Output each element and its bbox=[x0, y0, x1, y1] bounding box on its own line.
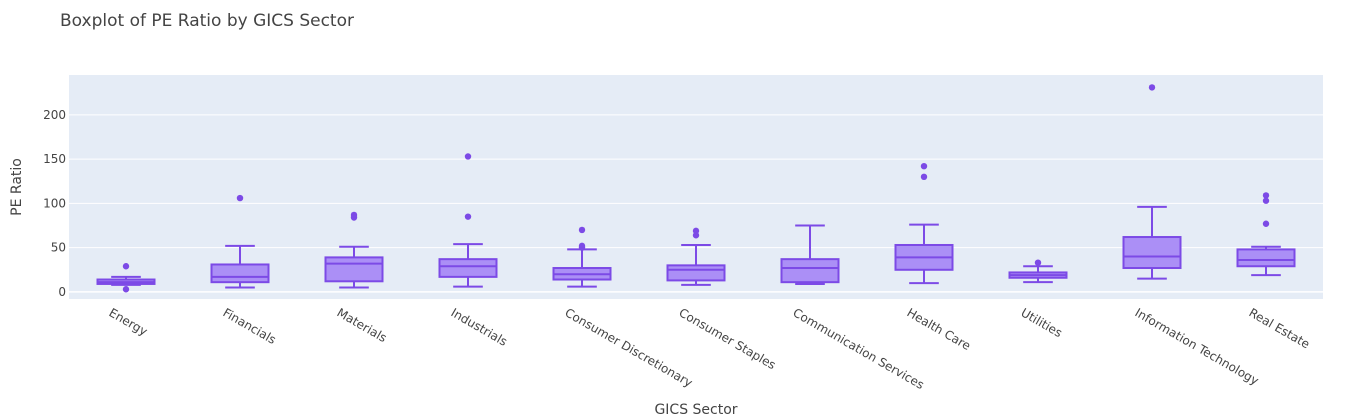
x-tick-label: Health Care bbox=[905, 305, 974, 353]
outlier-point bbox=[692, 227, 700, 235]
box-financials bbox=[210, 194, 270, 289]
y-tick-label: 50 bbox=[51, 241, 66, 255]
y-tick-label: 100 bbox=[43, 196, 66, 210]
y-axis-title: PE Ratio bbox=[9, 158, 25, 216]
box-iqr bbox=[1236, 248, 1296, 268]
outlier-point bbox=[236, 194, 244, 202]
box-consumer-discretionary bbox=[552, 226, 612, 288]
box-iqr bbox=[324, 256, 384, 283]
box-energy bbox=[96, 263, 156, 293]
box-consumer-staples bbox=[666, 227, 726, 286]
outlier-point bbox=[1148, 84, 1156, 91]
x-tick-label: Materials bbox=[335, 305, 390, 345]
box-health-care bbox=[894, 162, 954, 285]
x-tick-label: Information Technology bbox=[1133, 305, 1262, 387]
outlier-point bbox=[1034, 259, 1042, 266]
box-industrials bbox=[438, 153, 498, 288]
box-materials bbox=[324, 211, 384, 289]
outlier-point bbox=[692, 232, 700, 239]
outlier-point bbox=[350, 214, 358, 221]
outlier-point bbox=[1262, 192, 1270, 199]
y-tick-label: 200 bbox=[43, 108, 66, 122]
x-tick-label: Consumer Discretionary bbox=[563, 305, 695, 390]
box-iqr bbox=[210, 263, 270, 284]
outlier-point bbox=[920, 162, 928, 170]
x-axis-title: GICS Sector bbox=[654, 402, 737, 418]
x-tick-label: Utilities bbox=[1019, 305, 1065, 340]
box-real-estate bbox=[1236, 192, 1296, 277]
outlier-point bbox=[1262, 197, 1270, 204]
outlier-point bbox=[578, 244, 586, 251]
x-tick-label: Financials bbox=[221, 305, 279, 347]
box-utilities bbox=[1008, 259, 1068, 284]
outlier-point bbox=[122, 286, 130, 293]
outlier-point bbox=[122, 263, 130, 270]
x-tick-label: Consumer Staples bbox=[677, 305, 779, 372]
chart-title: Boxplot of PE Ratio by GICS Sector bbox=[60, 11, 354, 31]
outlier-point bbox=[464, 153, 472, 160]
x-tick-label: Industrials bbox=[449, 305, 510, 348]
outlier-point bbox=[1262, 220, 1270, 227]
x-tick-label: Real Estate bbox=[1247, 305, 1313, 351]
box-communication-services bbox=[780, 224, 840, 285]
outlier-point bbox=[578, 226, 586, 234]
outlier-point bbox=[464, 213, 472, 220]
x-tick-label: Energy bbox=[107, 305, 150, 338]
box-iqr bbox=[666, 264, 726, 282]
box-iqr bbox=[780, 258, 840, 284]
y-tick-label: 0 bbox=[58, 285, 66, 299]
box-information-technology bbox=[1122, 84, 1182, 280]
box-iqr bbox=[438, 258, 498, 278]
box-iqr bbox=[1122, 236, 1182, 270]
outlier-point bbox=[920, 173, 928, 181]
y-tick-label: 150 bbox=[43, 152, 66, 166]
